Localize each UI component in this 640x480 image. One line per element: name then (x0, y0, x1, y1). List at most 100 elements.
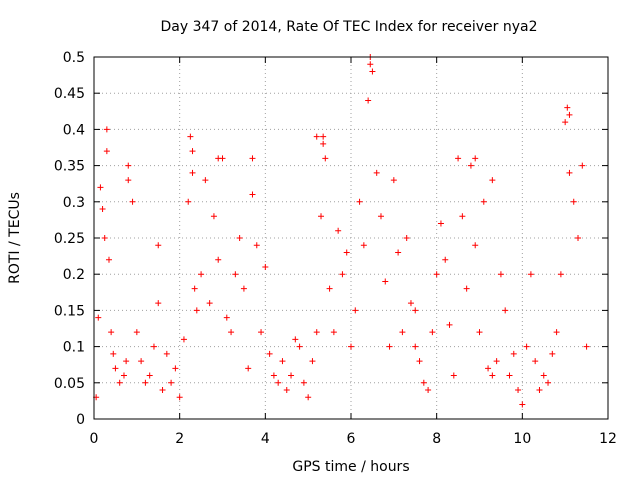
data-point (168, 379, 175, 386)
data-point (429, 329, 436, 336)
data-point (206, 300, 213, 307)
data-point (133, 329, 140, 336)
data-point (108, 329, 115, 336)
data-point (116, 379, 123, 386)
y-tick-label: 0 (76, 412, 85, 428)
data-point (455, 155, 462, 162)
data-point (187, 133, 194, 140)
y-tick-label: 0.4 (63, 122, 85, 138)
data-point (322, 155, 329, 162)
data-point (172, 365, 179, 372)
data-point (159, 387, 166, 394)
data-point (564, 104, 571, 111)
data-point (343, 249, 350, 256)
data-point (403, 235, 410, 241)
data-point (110, 350, 117, 357)
data-point (262, 263, 269, 270)
data-point (155, 242, 162, 249)
data-point (489, 372, 496, 379)
data-point (142, 379, 149, 386)
data-point (189, 148, 196, 155)
data-point (536, 387, 543, 394)
data-point (407, 300, 414, 307)
data-point (320, 140, 327, 147)
data-point (283, 387, 290, 394)
data-point (123, 358, 130, 365)
data-point (138, 358, 145, 365)
data-point (386, 343, 393, 350)
data-point (433, 271, 440, 278)
data-point (245, 365, 252, 372)
data-point (320, 133, 327, 140)
data-point (330, 329, 337, 336)
data-point (270, 372, 277, 379)
data-point (527, 271, 534, 278)
x-tick-label: 12 (599, 431, 617, 447)
data-point (416, 358, 423, 365)
x-tick-label: 8 (432, 431, 441, 447)
x-tick-label: 0 (90, 431, 99, 447)
data-point (373, 169, 380, 176)
data-point (545, 379, 552, 386)
data-point (155, 300, 162, 307)
data-point (103, 148, 110, 155)
data-point (103, 126, 110, 133)
data-point (210, 213, 217, 220)
data-point (485, 365, 492, 372)
data-point (532, 358, 539, 365)
data-point (367, 61, 374, 68)
data-point (575, 235, 582, 241)
data-point (125, 177, 132, 184)
data-point (129, 198, 136, 205)
data-point (249, 191, 256, 198)
data-point (202, 177, 209, 184)
data-point (279, 358, 286, 365)
data-point (125, 162, 132, 169)
data-point (326, 285, 333, 292)
data-point (249, 155, 256, 162)
data-point (288, 372, 295, 379)
data-point (193, 307, 200, 314)
data-point (489, 177, 496, 184)
data-point (412, 343, 419, 350)
data-point (352, 307, 359, 314)
data-point (215, 256, 222, 263)
data-point (463, 285, 470, 292)
data-point (356, 198, 363, 205)
data-point (305, 394, 312, 401)
data-point (253, 242, 260, 249)
data-point (519, 401, 526, 408)
data-point (412, 307, 419, 314)
data-point (309, 358, 316, 365)
x-axis-label: GPS time / hours (292, 459, 409, 475)
data-point (198, 271, 205, 278)
data-point (348, 343, 354, 350)
data-point (502, 307, 509, 314)
axis-ticks (93, 56, 609, 420)
data-point (523, 343, 530, 350)
data-point (476, 329, 483, 336)
data-point (399, 329, 406, 336)
data-point (97, 184, 104, 191)
data-point (185, 198, 192, 205)
data-point (176, 394, 183, 401)
data-point (549, 350, 556, 357)
data-point (553, 329, 560, 336)
grid-lines (94, 57, 608, 419)
data-point (232, 271, 239, 278)
data-point (390, 177, 397, 184)
data-point (150, 343, 157, 350)
data-point (562, 119, 569, 126)
data-point (335, 227, 342, 234)
data-point (189, 169, 196, 176)
data-point (472, 242, 479, 249)
data-point (180, 336, 187, 343)
data-point (506, 372, 513, 379)
data-point (566, 111, 573, 118)
data-point (420, 379, 427, 386)
data-point (215, 155, 222, 162)
tick-labels: 0 2 4 6 8 10 12 0 0.05 0.1 0.15 0.2 0.25 0.3 0.35 0.4 0.… (54, 50, 617, 447)
data-point (365, 97, 372, 104)
data-point (266, 350, 273, 357)
